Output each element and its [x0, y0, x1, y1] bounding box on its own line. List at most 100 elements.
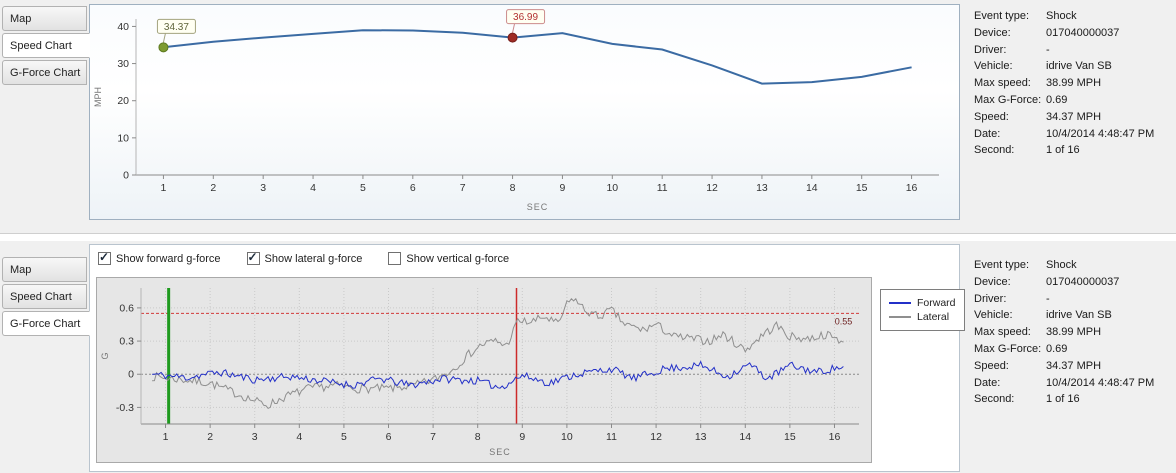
legend-label: Lateral — [917, 311, 950, 323]
svg-text:36.99: 36.99 — [513, 12, 538, 23]
checkbox-icon[interactable] — [388, 252, 402, 265]
svg-text:0.6: 0.6 — [119, 302, 134, 314]
gforce-chart-svg[interactable]: 0.551 2 3 4 5 6 7 8 9 10 11 12 13 14 15 16-0.300.30.6SE… — [96, 277, 872, 463]
info-row: Date: 10/4/2014 4:48:47 PM — [974, 126, 1154, 143]
info-row: Device: 017040000037 — [974, 25, 1154, 42]
svg-text:16: 16 — [829, 431, 841, 443]
svg-text:7: 7 — [430, 431, 436, 443]
svg-text:0: 0 — [123, 170, 129, 182]
info-value: 10/4/2014 4:48:47 PM — [1046, 127, 1155, 140]
event-info-panel-bottom: Event type: Shock Device: 017040000037 Dri… — [974, 257, 1154, 408]
checkbox-show-lateral-gforce[interactable]: Show lateral g-force — [246, 251, 363, 265]
gforce-chart-panel: Show forward g-force Show lateral g-forc… — [89, 244, 965, 472]
legend-entry: Forward — [889, 297, 956, 309]
svg-text:10: 10 — [606, 182, 618, 194]
info-value: Shock — [1046, 259, 1077, 271]
svg-text:5: 5 — [341, 431, 347, 443]
info-row: Speed: 34.37 MPH — [974, 358, 1154, 375]
svg-text:9: 9 — [560, 182, 566, 194]
info-value: 017040000037 — [1046, 26, 1120, 39]
info-value: 38.99 MPH — [1046, 326, 1102, 339]
info-value: 0.69 — [1046, 342, 1068, 355]
svg-text:11: 11 — [606, 431, 617, 443]
gforce-chart-section: Map Speed Chart G-Force Chart Show forwa… — [0, 241, 1176, 473]
info-value: 38.99 MPH — [1046, 77, 1102, 90]
info-row: Driver: - — [974, 291, 1154, 308]
info-row: Vehicle: idrive Van SB — [974, 307, 1154, 324]
svg-text:SEC: SEC — [527, 202, 549, 212]
gforce-legend: Forward Lateral — [880, 289, 965, 331]
info-label: Event type: — [974, 10, 1030, 22]
svg-text:8: 8 — [475, 431, 481, 443]
info-label: Second: — [974, 144, 1015, 157]
checkbox-label: Show lateral g-force — [264, 252, 363, 265]
info-row: Second: 1 of 16 — [974, 391, 1154, 408]
tab-speed-chart[interactable]: Speed Chart — [2, 284, 87, 309]
svg-text:0.55: 0.55 — [835, 316, 853, 326]
info-value: idrive Van SB — [1046, 60, 1112, 73]
info-row: Date: 10/4/2014 4:48:47 PM — [974, 375, 1154, 392]
svg-text:0.3: 0.3 — [119, 336, 134, 348]
checkbox-icon[interactable] — [246, 251, 260, 265]
info-row: Driver: - — [974, 42, 1154, 59]
info-row: Second: 1 of 16 — [974, 142, 1154, 159]
svg-text:14: 14 — [739, 431, 751, 443]
checkbox-label: Show forward g-force — [116, 252, 221, 265]
svg-text:7: 7 — [460, 182, 466, 194]
info-value: - — [1046, 43, 1050, 56]
svg-text:12: 12 — [650, 431, 662, 443]
svg-text:9: 9 — [519, 431, 525, 443]
speed-chart-section: Map Speed Chart G-Force Chart 34.37 36.99… — [0, 0, 1176, 234]
gforce-options-row: Show forward g-force Show lateral g-forc… — [98, 251, 535, 265]
tab-speed-chart[interactable]: Speed Chart — [2, 33, 90, 58]
svg-text:0: 0 — [128, 369, 134, 381]
svg-text:30: 30 — [117, 58, 129, 70]
svg-text:1: 1 — [163, 431, 169, 443]
info-row: Max speed: 38.99 MPH — [974, 75, 1154, 92]
tab-gforce-chart[interactable]: G-Force Chart — [2, 60, 87, 85]
info-row: Speed: 34.37 MPH — [974, 109, 1154, 126]
svg-text:4: 4 — [296, 431, 302, 443]
svg-text:3: 3 — [260, 182, 266, 194]
info-label: Vehicle: — [974, 60, 1013, 73]
info-label: Max speed: — [974, 77, 1031, 90]
checkbox-label: Show vertical g-force — [406, 252, 510, 265]
svg-text:G: G — [100, 352, 110, 359]
info-row: Max G-Force: 0.69 — [974, 341, 1154, 358]
info-label: Device: — [974, 26, 1011, 39]
svg-text:10: 10 — [117, 132, 129, 144]
checkbox-show-vertical-gforce[interactable]: Show vertical g-force — [388, 252, 509, 265]
legend-label: Forward — [917, 297, 956, 309]
svg-text:34.37: 34.37 — [164, 22, 189, 33]
info-label: Second: — [974, 393, 1015, 406]
checkbox-show-forward-gforce[interactable]: Show forward g-force — [98, 251, 221, 265]
info-label: Driver: — [974, 292, 1007, 305]
svg-text:11: 11 — [657, 182, 668, 194]
info-label: Max G-Force: — [974, 93, 1042, 106]
checkbox-icon[interactable] — [98, 251, 111, 265]
svg-text:40: 40 — [117, 21, 129, 33]
svg-text:-0.3: -0.3 — [116, 402, 134, 414]
info-value: 1 of 16 — [1046, 393, 1080, 406]
info-row: Device: 017040000037 — [974, 274, 1154, 291]
tab-gforce-chart[interactable]: G-Force Chart — [2, 311, 90, 336]
info-value: 34.37 MPH — [1046, 359, 1102, 372]
info-value: idrive Van SB — [1046, 309, 1112, 322]
tab-map[interactable]: Map — [2, 6, 87, 31]
info-label: Driver: — [974, 43, 1007, 56]
info-value: Shock — [1046, 10, 1077, 22]
svg-text:20: 20 — [117, 95, 129, 107]
svg-text:14: 14 — [806, 182, 818, 194]
info-value: - — [1046, 292, 1050, 305]
chart-tabs-bottom: Map Speed Chart G-Force Chart — [2, 257, 90, 338]
tab-map[interactable]: Map — [2, 257, 87, 282]
info-label: Speed: — [974, 110, 1009, 123]
info-row: Max G-Force: 0.69 — [974, 92, 1154, 109]
svg-text:12: 12 — [706, 182, 718, 194]
svg-text:13: 13 — [756, 182, 768, 194]
info-row: Event type: Shock — [974, 8, 1154, 25]
info-label: Device: — [974, 275, 1011, 288]
info-value: 10/4/2014 4:48:47 PM — [1046, 376, 1155, 389]
